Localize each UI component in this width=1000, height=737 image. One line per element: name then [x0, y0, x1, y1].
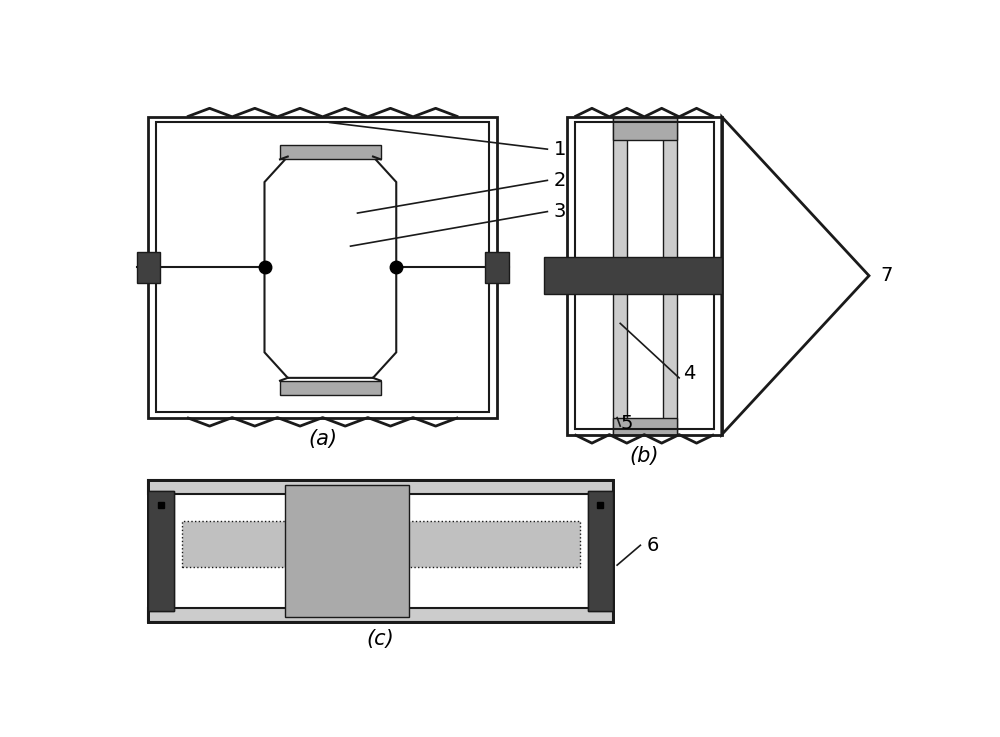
Text: 2: 2 — [554, 171, 566, 190]
Text: (c): (c) — [367, 629, 395, 649]
Bar — [148, 480, 613, 622]
Polygon shape — [264, 156, 396, 378]
Bar — [588, 491, 613, 611]
Bar — [613, 116, 677, 139]
Bar — [588, 491, 613, 611]
Text: 5: 5 — [621, 413, 634, 433]
Bar — [148, 116, 497, 418]
Text: 1: 1 — [554, 139, 566, 158]
Text: (a): (a) — [308, 429, 337, 449]
Text: 4: 4 — [683, 364, 695, 383]
Polygon shape — [722, 116, 869, 435]
Text: 7: 7 — [881, 266, 893, 285]
Bar — [148, 491, 174, 611]
Bar — [567, 116, 722, 435]
Bar — [485, 251, 509, 283]
Bar — [280, 145, 381, 159]
Bar — [613, 418, 677, 435]
Bar — [567, 116, 722, 435]
Text: 6: 6 — [647, 536, 659, 555]
Bar — [137, 251, 160, 283]
Bar — [148, 480, 613, 622]
Bar — [148, 116, 497, 418]
Bar — [663, 116, 677, 435]
Text: 3: 3 — [554, 202, 566, 221]
Bar — [148, 491, 174, 611]
Bar — [156, 122, 489, 412]
Bar — [148, 608, 613, 622]
Text: (b): (b) — [630, 446, 659, 467]
Bar — [613, 116, 627, 435]
Bar — [544, 257, 722, 294]
Bar — [148, 480, 613, 495]
Bar — [182, 522, 580, 567]
Bar — [280, 381, 381, 395]
Bar — [574, 122, 714, 429]
Bar — [285, 484, 409, 618]
Bar — [148, 480, 613, 622]
